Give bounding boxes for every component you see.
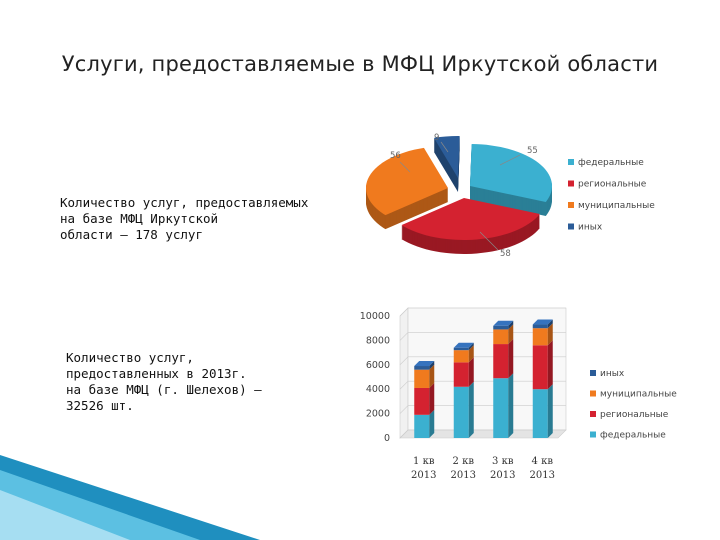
bar-segment [493, 344, 509, 379]
bar-y-tick-label: 8000 [366, 335, 390, 346]
bar-gridline [399, 307, 409, 317]
bar-y-tick-label: 4000 [366, 384, 390, 395]
bar-segment [414, 414, 430, 438]
pie-slice-1 [470, 144, 552, 216]
bar-legend-swatch [590, 390, 596, 397]
pie-legend-label: региональные [578, 180, 647, 190]
bar-segment-side [429, 409, 435, 438]
bar-segment [453, 350, 469, 363]
pie-legend-label: муниципальные [578, 201, 655, 211]
pie-legend-swatch [568, 159, 574, 165]
pie-value-label: 58 [500, 249, 511, 259]
pie-slice-top [401, 198, 540, 240]
bar-x-tick-label: 4 кв [532, 456, 554, 467]
corner-wave-pale [0, 490, 130, 540]
bar-segment-side [508, 373, 514, 438]
bar-segment [414, 366, 430, 370]
pie-slice-2 [401, 198, 540, 254]
bar-segment [453, 386, 469, 438]
pie-legend-swatch [568, 223, 574, 230]
bar-segment-side [547, 384, 553, 438]
bar-segment-top [532, 319, 553, 325]
bar-legend-label: региональные [600, 410, 669, 420]
bar-segment-side [429, 364, 435, 388]
bar-y-tick-label: 2000 [366, 409, 390, 420]
pie-value-label: 55 [527, 146, 538, 156]
pie-legend-label: иных [578, 223, 603, 233]
bar-gridline [399, 356, 409, 366]
bar-legend-label: муниципальные [600, 390, 677, 400]
bar-y-tick-label: 0 [384, 433, 390, 444]
pie-slice-3 [365, 147, 448, 230]
bar-segment [532, 345, 548, 390]
pie-slice-4 [433, 135, 460, 192]
bar-segment [414, 369, 430, 388]
bar-caption: Количество услуг, предоставленных в 2013… [66, 350, 262, 413]
bar-segment-top [414, 361, 435, 367]
bar-x-tick-label: 2013 [411, 470, 436, 481]
pie-leader-line [499, 154, 521, 166]
pie-slice-top [470, 144, 552, 202]
bar-segment [493, 329, 509, 345]
bar-segment [414, 387, 430, 415]
bar-segment-side [429, 382, 435, 415]
bar-segment-side [468, 357, 474, 387]
bar-x-tick-label: 2013 [451, 470, 476, 481]
pie-value-label: 56 [390, 151, 401, 161]
bar-legend-label: иных [600, 369, 625, 379]
bar-x-tick-label: 2013 [490, 470, 515, 481]
bar-segment-side [468, 345, 474, 363]
pie-legend-label: федеральные [578, 158, 644, 168]
bar-segment-side [508, 324, 514, 345]
pie-legend-swatch [568, 180, 574, 187]
bar-y-tick-label: 10000 [360, 311, 390, 322]
bar-gridline [399, 380, 409, 390]
bar-legend-swatch [590, 370, 596, 376]
slide-title: Услуги, предоставляемые в МФЦ Иркутской … [61, 52, 659, 76]
bar-x-tick-label: 3 кв [492, 456, 514, 467]
bar-segment [532, 389, 548, 438]
bar-gridline [399, 332, 409, 341]
bar-side-wall [399, 307, 409, 439]
pie-leader-line [399, 161, 411, 173]
bar-segment [453, 362, 469, 387]
bar-segment [453, 347, 469, 351]
bar-segment-top [453, 342, 474, 348]
bar-segment [493, 325, 509, 330]
bar-segment [493, 378, 509, 438]
bar-segment-side [508, 339, 514, 379]
bar-segment [532, 328, 548, 346]
bar-legend-label: федеральные [600, 431, 666, 441]
bar-gridline [399, 405, 409, 414]
bar-x-tick-label: 1 кв [413, 456, 435, 467]
bar-segment-side [468, 342, 474, 351]
bar-x-tick-label: 2013 [530, 470, 555, 481]
pie-slice-top [433, 135, 460, 178]
bar-segment [532, 324, 548, 329]
bar-segment-top [493, 320, 514, 326]
pie-value-label: 9 [434, 133, 439, 143]
bar-x-tick-label: 2 кв [453, 456, 475, 467]
bar-segment-side [547, 340, 553, 390]
bar-legend-swatch [590, 411, 596, 417]
bar-y-tick-label: 6000 [366, 360, 390, 371]
bar-segment-side [547, 319, 553, 329]
pie-legend-swatch [568, 202, 574, 208]
bar-segment-side [508, 320, 514, 330]
pie-caption: Количество услуг, предоставляемых на баз… [60, 195, 309, 242]
bar-gridline [399, 429, 409, 439]
bar-segment-side [429, 361, 435, 370]
pie-leader-line [479, 231, 499, 251]
bar-segment-side [547, 323, 553, 346]
pie-slice-top [365, 147, 448, 216]
bar-legend-swatch [590, 431, 596, 438]
bar-segment-side [468, 381, 474, 438]
pie-leader-line [440, 141, 449, 153]
